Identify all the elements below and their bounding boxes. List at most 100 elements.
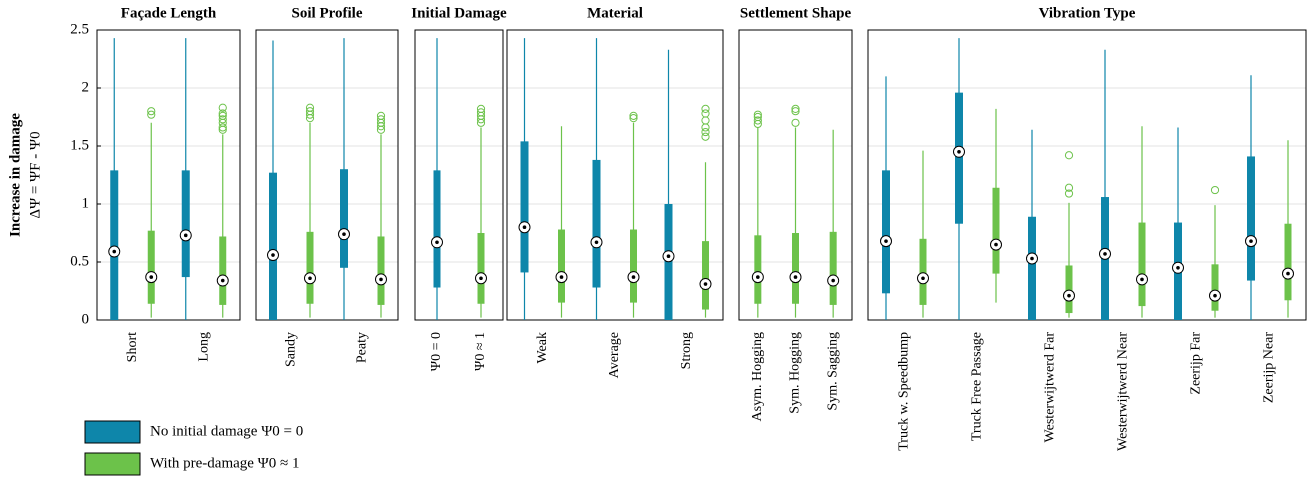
- y-axis-label: Increase in damage: [7, 113, 23, 237]
- median: [827, 274, 840, 287]
- outlier: [753, 110, 762, 119]
- median: [590, 236, 603, 249]
- x-tick-label: Ψ0 = 0: [429, 332, 444, 371]
- outlier: [147, 107, 156, 116]
- outlier: [1064, 151, 1074, 160]
- y-tick-label: 0: [82, 311, 90, 327]
- median: [1245, 235, 1257, 248]
- box: [520, 141, 529, 273]
- outlier: [753, 116, 762, 125]
- outlier: [701, 132, 710, 141]
- x-tick-label: Truck w. Speedbump: [897, 332, 912, 451]
- outlier: [701, 109, 710, 118]
- legend-label: No initial damage Ψ0 = 0: [150, 423, 303, 439]
- box: [477, 233, 485, 304]
- outlier: [218, 123, 227, 132]
- box: [110, 170, 119, 320]
- box: [754, 235, 762, 304]
- x-tick-label: Short: [125, 332, 140, 362]
- x-tick-label: Sym. Sagging: [825, 332, 840, 411]
- median: [145, 271, 158, 284]
- outlier: [305, 107, 315, 116]
- x-tick-label: Sandy: [284, 332, 299, 367]
- box: [433, 170, 441, 288]
- y-axis-label: ΔΨ = ΨF - Ψ0: [27, 131, 43, 218]
- box: [181, 170, 190, 278]
- box: [1211, 264, 1219, 311]
- median: [662, 250, 675, 263]
- outlier: [376, 111, 386, 120]
- panel-frame: [255, 29, 399, 321]
- box: [919, 238, 927, 305]
- median: [338, 228, 350, 241]
- median: [518, 221, 531, 234]
- y-tick-label: 1: [82, 195, 90, 211]
- box: [592, 159, 601, 288]
- outlier: [753, 112, 762, 122]
- x-tick-label: Westerwijtwerd Near: [1116, 332, 1131, 451]
- panel-title: Initial Damage: [411, 5, 507, 21]
- x-tick-label: Truck Free Passage: [970, 332, 985, 441]
- outlier: [629, 111, 638, 120]
- median: [1172, 261, 1184, 274]
- box: [377, 236, 385, 305]
- box: [702, 241, 709, 310]
- box: [1247, 156, 1255, 281]
- outlier: [791, 107, 800, 116]
- box: [219, 236, 227, 305]
- outlier: [476, 108, 486, 117]
- median: [1099, 247, 1111, 260]
- median: [1282, 267, 1294, 280]
- x-tick-label: Zeerijp Near: [1262, 332, 1277, 403]
- box: [630, 229, 637, 303]
- panel-frame: [414, 29, 504, 321]
- box: [1284, 223, 1292, 301]
- median: [216, 274, 229, 287]
- panel-title: Material: [587, 5, 643, 21]
- outlier: [218, 111, 227, 120]
- panel-frame: [506, 29, 724, 321]
- box: [992, 187, 1000, 274]
- median: [1063, 289, 1075, 302]
- box: [955, 92, 963, 224]
- median: [789, 271, 802, 284]
- legend-swatch: [84, 420, 141, 444]
- box: [306, 231, 314, 304]
- panel-title: Façade Length: [121, 5, 217, 21]
- panel-title: Soil Profile: [292, 5, 363, 21]
- x-tick-label: Weak: [535, 332, 550, 364]
- x-tick-label: Westerwijtwerd Far: [1043, 332, 1058, 443]
- median: [751, 271, 764, 284]
- median: [627, 271, 640, 284]
- box: [269, 172, 277, 320]
- median: [108, 245, 121, 258]
- median: [555, 271, 568, 284]
- outlier: [1064, 183, 1074, 192]
- box: [558, 229, 565, 303]
- outlier: [1064, 189, 1074, 198]
- median: [1026, 252, 1038, 265]
- y-tick-label: 0.5: [70, 253, 89, 269]
- x-tick-label: Average: [607, 332, 622, 378]
- median: [1136, 273, 1148, 286]
- outlier: [305, 103, 315, 112]
- outlier: [218, 103, 227, 112]
- y-tick-label: 2.5: [70, 21, 89, 37]
- outlier: [791, 104, 800, 113]
- median: [880, 235, 892, 248]
- panel-frame: [867, 29, 1307, 321]
- outlier: [218, 115, 227, 124]
- outlier: [791, 118, 800, 127]
- x-tick-label: Peaty: [355, 332, 370, 363]
- outlier: [218, 109, 227, 118]
- box: [829, 231, 837, 305]
- box: [882, 170, 890, 294]
- panel-title: Vibration Type: [1039, 5, 1136, 21]
- outlier: [701, 123, 710, 132]
- median: [179, 229, 192, 242]
- x-tick-label: Long: [196, 332, 211, 362]
- y-tick-label: 1.5: [70, 137, 89, 153]
- panel-title: Settlement Shape: [740, 5, 852, 21]
- box: [340, 169, 348, 268]
- box: [147, 230, 155, 304]
